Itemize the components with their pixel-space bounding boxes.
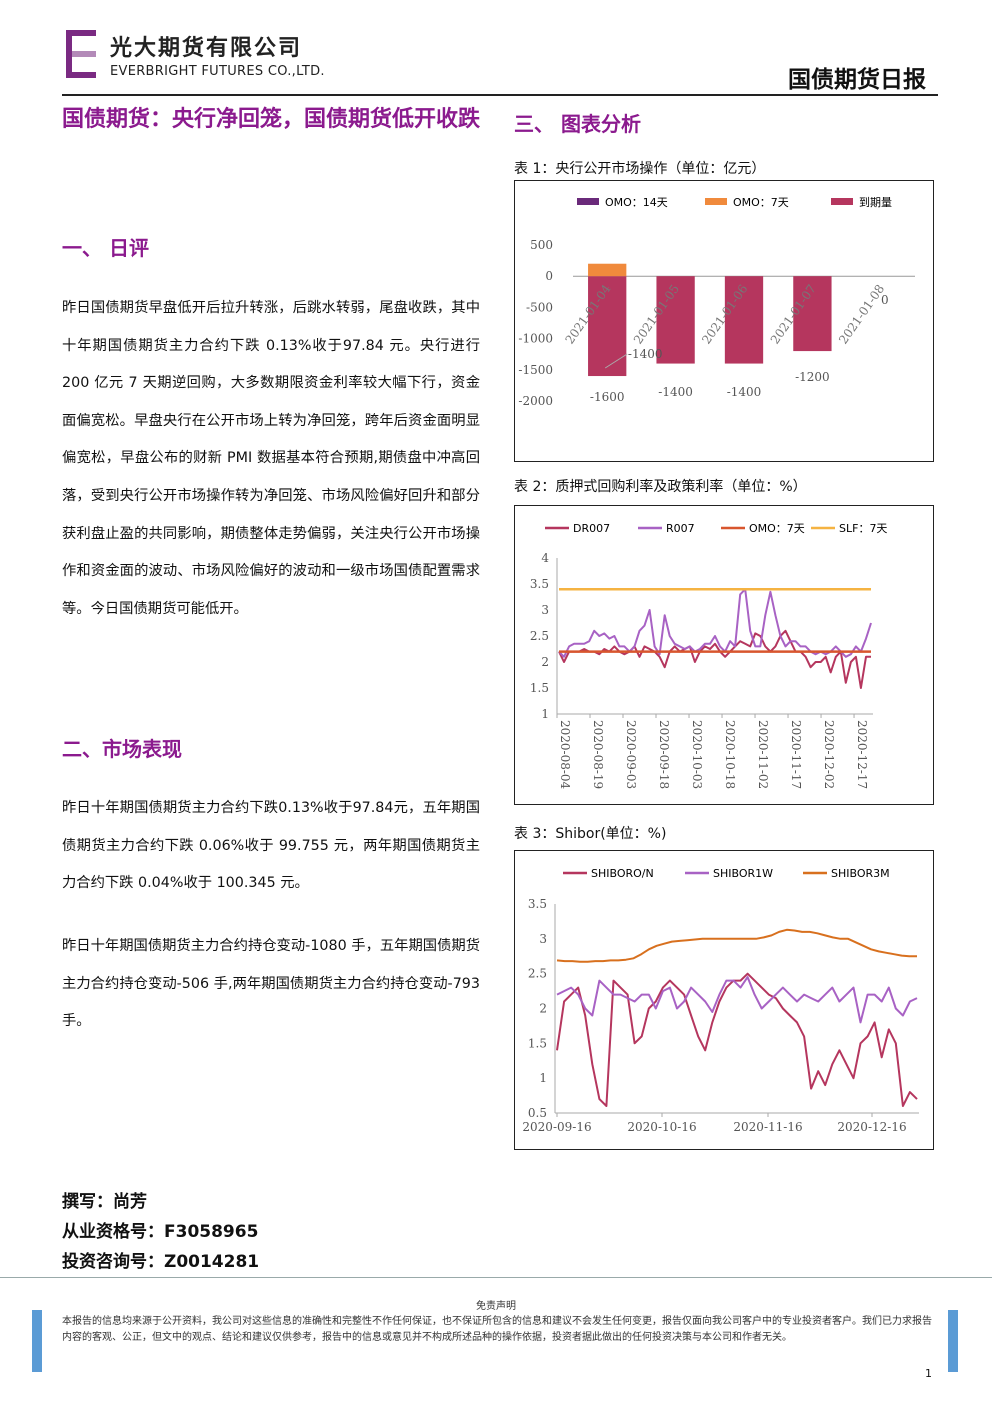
bar-maturity-2: [724, 276, 764, 364]
legend-label-2: OMO：7天: [749, 522, 805, 535]
x-tick-label-4: 2021-01-08: [836, 282, 887, 347]
series-line-2: [556, 928, 917, 963]
data-label-1: -1600: [590, 390, 625, 404]
company-name-en: EVERBRIGHT FUTURES CO.,LTD.: [110, 64, 325, 79]
y-tick-label-4: 2: [541, 655, 549, 669]
legend-label-0: DR007: [573, 522, 610, 535]
y-tick-label-2: -500: [526, 300, 553, 314]
legend-label-0: OMO：14天: [605, 196, 668, 209]
legend-label-2: 到期量: [859, 196, 892, 209]
header-divider: [62, 94, 938, 96]
chart-3-svg: SHIBORO/N SHIBOR1W SHIBOR3M 3.5 3 2.5 2 1.5 1 0.5…: [522, 867, 919, 1134]
y-tick-label-3: 2.5: [530, 629, 549, 643]
chart-3-box: SHIBORO/N SHIBOR1W SHIBOR3M 3.5 3 2.5 2 1.5 1 0.5…: [514, 850, 934, 1150]
legend-label-1: R007: [666, 522, 695, 535]
x-tick-label-2: 2020-11-16: [733, 1120, 802, 1134]
y-tick-label-0: 500: [530, 238, 553, 252]
data-label-leader: [604, 353, 628, 369]
y-tick-label-5: -2000: [518, 394, 553, 408]
bar-maturity-1: [656, 276, 695, 364]
y-tick-label-1: 3: [539, 932, 547, 946]
qualification-number: 从业资格号：F3058965: [62, 1222, 259, 1242]
y-tick-label-2: 2.5: [528, 967, 547, 981]
section-2-title: 二、市场表现: [62, 737, 182, 761]
data-label-3: -1400: [727, 385, 762, 399]
report-type-title: 国债期货日报: [788, 67, 926, 93]
legend-swatch-2: [831, 198, 853, 205]
company-name-cn: 光大期货有限公司: [110, 36, 303, 61]
page-number: 1: [925, 1367, 932, 1380]
bar-maturity-3: [793, 276, 832, 352]
x-tick-label-1: 2020-10-16: [627, 1120, 696, 1134]
legend-label-3: SLF：7天: [839, 522, 887, 535]
y-tick-label-2: 3: [541, 603, 549, 617]
author-name: 撰写：尚芳: [62, 1192, 147, 1212]
data-label-4: -1200: [795, 370, 830, 384]
y-tick-label-6: 1: [541, 707, 549, 721]
data-label-0: -1400: [628, 347, 663, 361]
y-tick-label-5: 1.5: [530, 681, 549, 695]
x-tick-label-4: 2020-10-03: [690, 720, 704, 789]
disclaimer-title: 免责声明: [476, 1301, 516, 1312]
x-tick-label-0: 2020-09-16: [522, 1120, 591, 1134]
x-tick-label-6: 2020-11-02: [756, 720, 770, 789]
left-accent-bar: [32, 1310, 42, 1372]
chart-2-caption: 表 2：质押式回购利率及政策利率（单位：%）: [514, 479, 807, 495]
legend-swatch-1: [705, 198, 727, 205]
series-line-0: [558, 629, 871, 689]
bar-maturity-0: [588, 276, 627, 377]
section-1-title: 一、 日评: [62, 236, 149, 260]
section-3-title: 三、 图表分析: [514, 112, 641, 136]
y-tick-label-6: 0.5: [528, 1106, 547, 1120]
y-tick-label-5: 1: [539, 1071, 547, 1085]
x-tick-label-7: 2020-11-17: [789, 720, 803, 789]
y-tick-label-4: -1500: [518, 363, 553, 377]
y-tick-label-0: 3.5: [528, 897, 547, 911]
chart-1-svg: OMO：14天 OMO：7天 到期量 500 0 -500 -1000 -1500 -2000 2…: [518, 196, 915, 408]
x-tick-label-8: 2020-12-02: [822, 720, 836, 789]
chart-2-box: DR007 R007 OMO：7天 SLF：7天 4 3.5 3 2.5 2 1.5 1 2020-0…: [514, 505, 934, 805]
series-line-1: [558, 588, 872, 658]
data-label-2: -1400: [658, 385, 693, 399]
y-tick-label-1: 3.5: [530, 577, 549, 591]
x-tick-label-5: 2020-10-18: [723, 720, 737, 789]
y-tick-label-4: 1.5: [528, 1036, 547, 1050]
y-tick-label-0: 4: [541, 551, 549, 565]
y-tick-label-3: 2: [539, 1002, 547, 1016]
x-tick-label-0: 2020-08-04: [558, 720, 572, 790]
x-tick-label-1: 2020-08-19: [591, 720, 605, 789]
section-2-paragraph-1: 昨日十年期国债期货主力合约下跌0.13%收于97.84元，五年期国债期货主力合约…: [62, 800, 480, 892]
bar-omo7-0: [588, 263, 627, 277]
section-1-text: 昨日国债期货早盘低开后拉升转涨，后跳水转弱，尾盘收跌，其中十年期国债期货主力合约…: [62, 300, 480, 617]
chart-1-caption: 表 1：央行公开市场操作（单位：亿元）: [514, 161, 766, 177]
data-label-5: 0: [881, 293, 889, 307]
legend-label-2: SHIBOR3M: [831, 867, 890, 880]
y-tick-label-3: -1000: [518, 332, 553, 346]
disclaimer-text: 本报告的信息均来源于公开资料，我公司对这些信息的准确性和完整性不作任何保证，也不…: [62, 1316, 932, 1343]
right-accent-bar: [948, 1310, 958, 1372]
chart-1-box: OMO：14天 OMO：7天 到期量 500 0 -500 -1000 -1500 -2000 2…: [514, 180, 934, 462]
x-tick-label-3: 2020-09-18: [657, 720, 671, 789]
legend-label-1: OMO：7天: [733, 196, 789, 209]
section-2-paragraph-2: 昨日十年期国债期货主力合约持仓变动-1080 手，五年期国债期货主力合约持仓变动…: [62, 938, 480, 1030]
footer-divider: [0, 1277, 992, 1278]
series-line-0: [556, 972, 918, 1107]
legend-label-0: SHIBORO/N: [591, 867, 654, 880]
article-title: 国债期货：央行净回笼，国债期货低开收跌: [62, 107, 481, 132]
consulting-number: 投资咨询号：Z0014281: [62, 1252, 260, 1272]
x-tick-label-3: 2020-12-16: [837, 1120, 906, 1134]
series-line-1: [556, 976, 918, 1024]
company-logo: [64, 30, 100, 78]
chart-3-caption: 表 3：Shibor(单位：%): [514, 826, 667, 842]
legend-label-1: SHIBOR1W: [713, 867, 773, 880]
x-tick-label-2: 2020-09-03: [624, 720, 638, 789]
chart-2-svg: DR007 R007 OMO：7天 SLF：7天 4 3.5 3 2.5 2 1.5 1 2020-0…: [530, 522, 888, 790]
x-tick-label-9: 2020-12-17: [855, 720, 869, 789]
legend-swatch-0: [577, 198, 599, 205]
y-tick-label-1: 0: [545, 269, 553, 283]
